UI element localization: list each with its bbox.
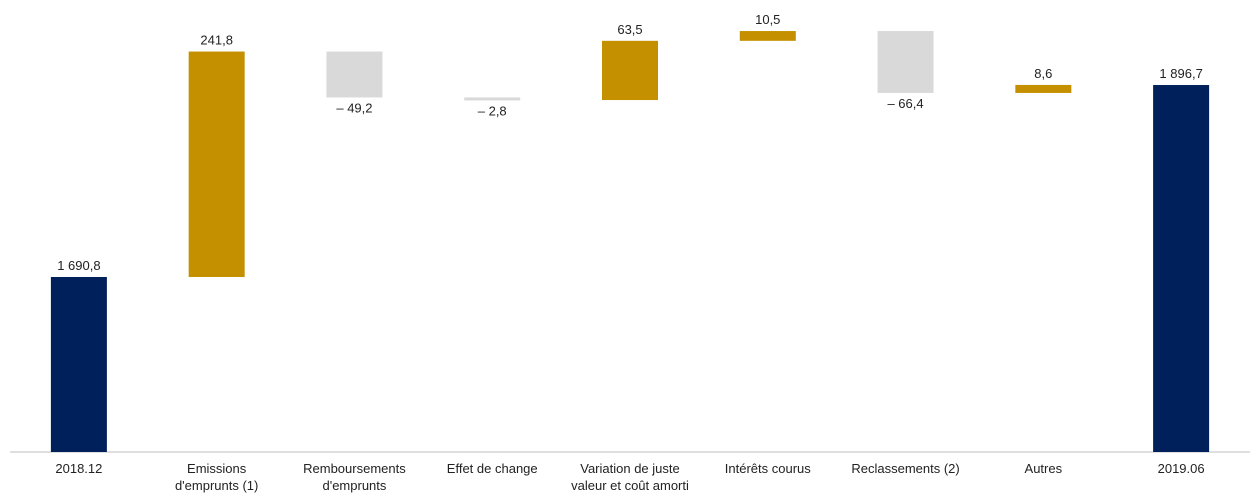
bars-group	[50, 31, 1210, 452]
category-label-line: Autres	[1025, 461, 1063, 476]
category-label-line: Emissions	[187, 461, 247, 476]
bar-increase	[739, 31, 796, 41]
bar-decrease	[464, 97, 521, 101]
category-label-line: Intérêts courus	[725, 461, 811, 476]
value-label: – 2,8	[478, 103, 507, 118]
category-label: Autres	[1025, 461, 1063, 476]
category-label-line: Effet de change	[447, 461, 538, 476]
category-labels-group: 2018.12 Emissions d'emprunts (1) Remboursem…	[55, 461, 1204, 493]
value-label: 10,5	[755, 12, 780, 27]
category-label: Remboursements d'emprunts	[303, 461, 406, 493]
bar-decrease	[877, 31, 934, 93]
category-label-line: Remboursements	[303, 461, 406, 476]
value-label: 1 690,8	[57, 258, 100, 273]
category-label-line: Reclassements (2)	[851, 461, 959, 476]
bar-decrease	[326, 51, 383, 98]
category-label: Emissions d'emprunts (1)	[175, 461, 258, 493]
value-label: 241,8	[200, 33, 233, 48]
category-label-line: Variation de juste	[580, 461, 680, 476]
category-label: 2019.06	[1158, 461, 1205, 476]
category-label-line: d'emprunts	[322, 478, 386, 493]
category-label: Intérêts courus	[725, 461, 811, 476]
value-label: – 49,2	[336, 100, 372, 115]
category-label-line: d'emprunts (1)	[175, 478, 258, 493]
category-label-line: 2018.12	[55, 461, 102, 476]
category-label: 2018.12	[55, 461, 102, 476]
category-label: Variation de juste valeur et coût amorti	[571, 461, 689, 493]
value-label: 1 896,7	[1159, 66, 1202, 81]
category-label-line: 2019.06	[1158, 461, 1205, 476]
bar-increase	[602, 40, 658, 101]
value-label: 8,6	[1034, 66, 1052, 81]
value-label: 63,5	[617, 22, 642, 37]
category-label: Effet de change	[447, 461, 538, 476]
bar-total	[1153, 85, 1210, 452]
value-labels-group: 1 690,8 241,8 – 49,2 – 2,8 63,5 10,5 – 66,4 8,6…	[57, 12, 1203, 273]
bar-increase	[1015, 84, 1072, 93]
bar-total	[50, 277, 107, 452]
category-label: Reclassements (2)	[851, 461, 959, 476]
bar-increase	[188, 51, 245, 277]
value-label: – 66,4	[887, 96, 923, 111]
category-label-line: valeur et coût amorti	[571, 478, 689, 493]
